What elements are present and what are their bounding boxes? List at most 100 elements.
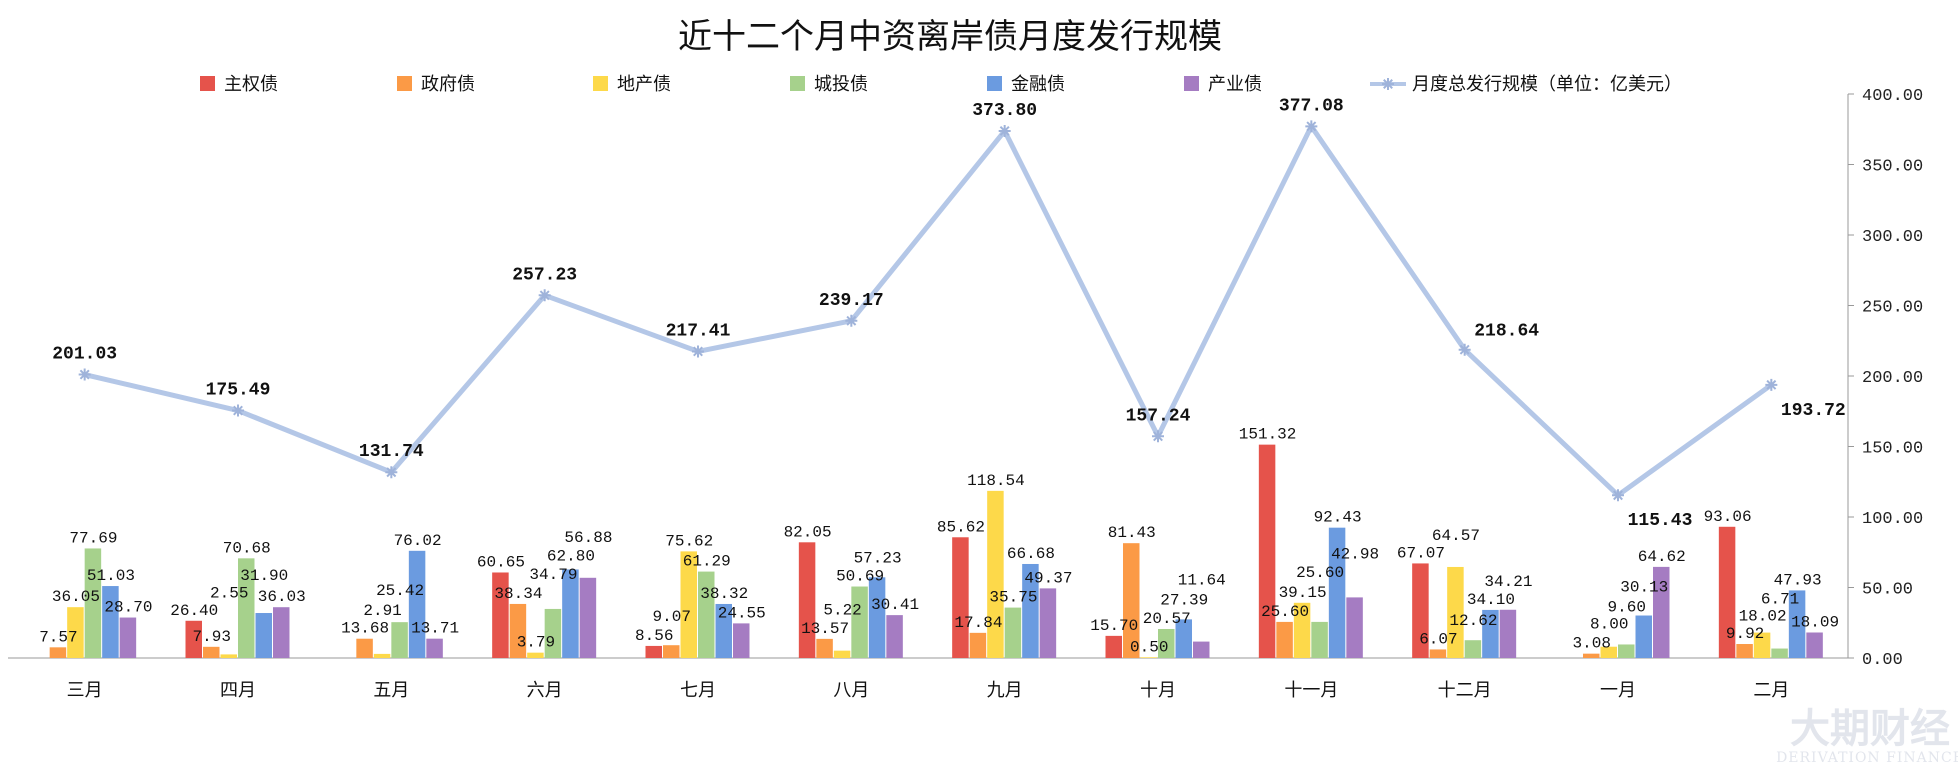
bar bbox=[1771, 648, 1788, 658]
bar bbox=[969, 632, 987, 658]
bar-data-label: 24.55 bbox=[718, 604, 766, 622]
bar bbox=[220, 654, 237, 658]
bar-data-label: 25.60 bbox=[1296, 564, 1344, 582]
x-tick-label: 二月 bbox=[1753, 680, 1789, 701]
bar bbox=[49, 647, 67, 658]
bar-data-label: 15.70 bbox=[1090, 617, 1138, 635]
bar bbox=[255, 613, 272, 658]
legend-label: 产业债 bbox=[1208, 74, 1262, 95]
bar bbox=[1311, 621, 1328, 658]
bar bbox=[238, 558, 255, 658]
bar bbox=[1412, 563, 1429, 658]
bar-data-label: 25.42 bbox=[376, 582, 424, 600]
line-data-label: 377.08 bbox=[1279, 96, 1344, 116]
bar-data-label: 38.32 bbox=[700, 585, 748, 603]
legend-label: 政府债 bbox=[421, 74, 475, 95]
bar bbox=[715, 603, 732, 658]
y-tick-label: 300.00 bbox=[1862, 228, 1923, 247]
bar-data-label: 36.05 bbox=[52, 588, 100, 606]
bar bbox=[1276, 621, 1293, 658]
line-data-label: 239.17 bbox=[819, 291, 884, 311]
bar bbox=[356, 638, 373, 658]
bar-data-label: 6.71 bbox=[1761, 591, 1799, 609]
bar-data-label: 56.88 bbox=[564, 529, 612, 547]
bar bbox=[833, 650, 851, 658]
bar-data-label: 39.15 bbox=[1279, 584, 1327, 602]
bar bbox=[1718, 526, 1736, 658]
legend-swatch bbox=[593, 76, 608, 91]
bar bbox=[579, 577, 597, 658]
watermark-logo: 大期财经 DERIVATION FINANCE bbox=[1776, 705, 1958, 766]
line-marker-icon bbox=[1305, 120, 1318, 133]
line-data-label: 217.41 bbox=[666, 321, 731, 341]
bar bbox=[492, 572, 509, 658]
bar bbox=[426, 638, 443, 658]
x-tick-label: 五月 bbox=[373, 680, 409, 701]
bar bbox=[1736, 644, 1753, 658]
line-marker-icon bbox=[1612, 489, 1624, 502]
bar bbox=[1482, 609, 1499, 658]
bar-data-label: 9.92 bbox=[1726, 625, 1764, 643]
y-tick-label: 250.00 bbox=[1862, 299, 1923, 318]
total-line: 201.03 175.49 131.74 257.23 217.41 239.17 373.… bbox=[52, 96, 1845, 531]
bar-data-label: 64.62 bbox=[1638, 548, 1686, 566]
line-marker-icon bbox=[385, 466, 398, 479]
bar bbox=[798, 542, 816, 658]
y-tick-label: 0.00 bbox=[1862, 651, 1903, 670]
bar-data-label: 75.62 bbox=[665, 532, 713, 550]
bar bbox=[562, 569, 579, 658]
svg-text:DERIVATION FINANCE: DERIVATION FINANCE bbox=[1776, 750, 1958, 766]
bar-data-label: 34.10 bbox=[1467, 591, 1515, 609]
bar-data-label: 70.68 bbox=[223, 539, 271, 557]
bar-data-label: 34.21 bbox=[1484, 573, 1532, 591]
y-tick-label: 50.00 bbox=[1862, 581, 1913, 600]
bar-data-label: 76.02 bbox=[394, 532, 442, 550]
line-marker-icon bbox=[1458, 343, 1471, 356]
legend-label: 城投债 bbox=[814, 74, 868, 95]
line-data-label: 373.80 bbox=[972, 101, 1037, 121]
y-tick-label: 100.00 bbox=[1862, 510, 1923, 529]
bar bbox=[1039, 588, 1057, 658]
line-data-label: 131.74 bbox=[359, 442, 424, 462]
bar-data-label: 82.05 bbox=[784, 523, 832, 541]
line-data-label: 257.23 bbox=[512, 265, 577, 285]
bar bbox=[1022, 563, 1039, 658]
bar-data-label: 20.57 bbox=[1143, 610, 1191, 628]
x-tick-label: 八月 bbox=[833, 680, 869, 701]
bar-data-label: 7.57 bbox=[39, 628, 77, 646]
bar-data-label: 60.65 bbox=[477, 553, 525, 571]
bar bbox=[119, 617, 137, 658]
bar bbox=[698, 571, 715, 658]
bar bbox=[1328, 527, 1346, 658]
legend-swatch bbox=[790, 76, 805, 91]
line-data-label: 175.49 bbox=[206, 381, 271, 401]
bar-data-label: 26.40 bbox=[170, 602, 218, 620]
bar-data-label: 8.56 bbox=[635, 627, 673, 645]
x-tick-label: 六月 bbox=[527, 680, 563, 701]
chart-title: 近十二个月中资离岸债月度发行规模 bbox=[678, 17, 1222, 57]
line-data-label: 218.64 bbox=[1474, 322, 1539, 342]
bar-data-label: 49.37 bbox=[1024, 569, 1072, 587]
bar bbox=[1105, 635, 1122, 658]
bar bbox=[663, 645, 680, 658]
line-marker-icon bbox=[78, 368, 91, 381]
line-marker-icon bbox=[845, 314, 858, 327]
bar bbox=[84, 548, 102, 658]
bar-data-label: 81.43 bbox=[1108, 524, 1156, 542]
bar bbox=[102, 586, 119, 658]
bar-data-label: 5.22 bbox=[823, 602, 861, 620]
bar-data-label: 62.80 bbox=[547, 547, 595, 565]
x-tick-label: 三月 bbox=[67, 680, 103, 701]
bar bbox=[1583, 653, 1600, 658]
legend: 主权债 政府债 地产债 城投债 金融债 产业债 月度总发行规模（单位：亿美元） bbox=[200, 74, 1682, 95]
bar bbox=[1464, 640, 1482, 658]
bars: 7.57 36.05 77.69 51.03 28.70 26.40 7.93 2.55 70.… bbox=[39, 426, 1839, 658]
y-tick-label: 400.00 bbox=[1862, 87, 1923, 106]
bar-data-label: 35.75 bbox=[989, 589, 1037, 607]
bar bbox=[373, 653, 391, 658]
line-data-label: 201.03 bbox=[52, 345, 117, 365]
bar bbox=[1806, 632, 1823, 658]
bar bbox=[733, 623, 750, 658]
bar bbox=[1635, 615, 1652, 658]
legend-label: 地产债 bbox=[617, 74, 671, 95]
